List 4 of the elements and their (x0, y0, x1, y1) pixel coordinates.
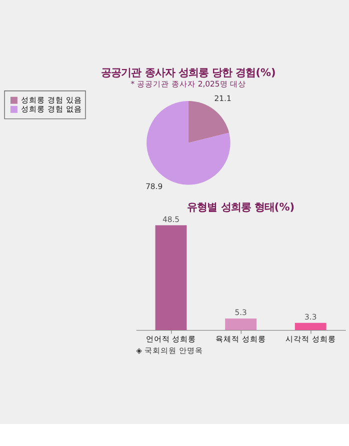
chart-title: 공공기관 종사자 성희롱 당한 경험(%) (101, 66, 276, 79)
pie-slice (188, 101, 230, 143)
chart-title: 유형별 성희롱 형태(%) (187, 202, 294, 214)
pie-slice (146, 101, 230, 185)
